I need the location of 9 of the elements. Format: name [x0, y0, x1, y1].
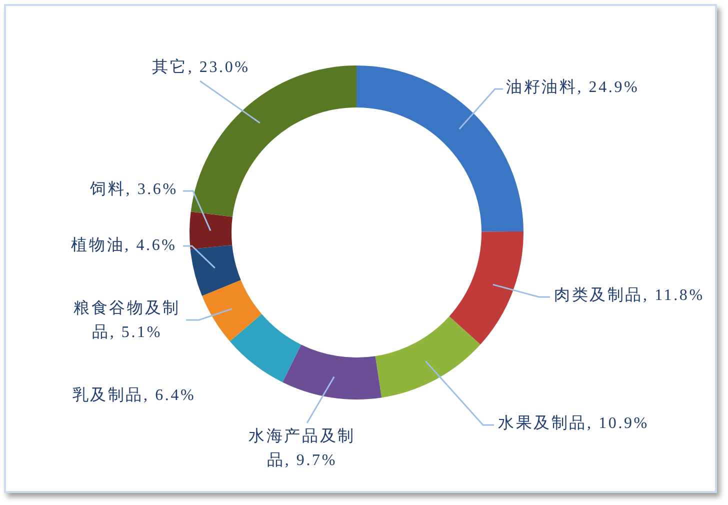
slice-label: 肉类及制品, 11.8%	[554, 286, 704, 306]
slice-label: 饲料, 3.6%	[89, 180, 179, 200]
slice-label: 水果及制品, 10.9%	[498, 414, 649, 434]
slice-label: 油籽油料, 24.9%	[506, 78, 640, 98]
slice-label: 粮食谷物及制品, 5.1%	[72, 298, 182, 343]
slice-label: 其它, 23.0%	[151, 58, 251, 78]
slice-label: 植物油, 4.6%	[70, 236, 178, 256]
slice-label: 水海产品及制品, 9.7%	[248, 426, 356, 471]
slice-label: 乳及制品, 6.4%	[71, 386, 197, 406]
